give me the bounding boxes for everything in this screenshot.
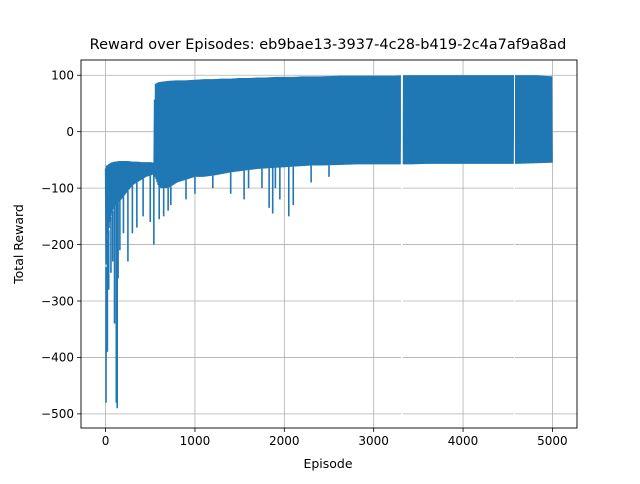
- x-tick-label: 2000: [269, 434, 300, 448]
- x-tick-label: 0: [102, 434, 110, 448]
- x-tick-label: 5000: [537, 434, 568, 448]
- chart-title: Reward over Episodes: eb9bae13-3937-4c28…: [90, 37, 567, 53]
- x-tick-label: 4000: [448, 434, 479, 448]
- y-tick-label: 100: [51, 69, 74, 83]
- data-layer: [104, 60, 553, 428]
- reward-series-line: [104, 75, 553, 265]
- y-tick-label: −500: [41, 407, 74, 421]
- x-tick-label: 1000: [180, 434, 211, 448]
- y-tick-label: −300: [41, 294, 74, 308]
- trace-gap: [400, 60, 403, 428]
- x-tick-label: 3000: [358, 434, 389, 448]
- plot-frame: [80, 59, 578, 429]
- x-axis-label: Episode: [303, 456, 352, 471]
- y-tick-label: −100: [41, 181, 74, 195]
- y-tick-label: 0: [66, 125, 74, 139]
- y-tick-label: −400: [41, 351, 74, 365]
- y-axis-label: Total Reward: [11, 204, 26, 285]
- trace-gap: [513, 60, 515, 428]
- axis-ticks: 0 1000 2000 3000 4000 5000−500−400−300−200−10…: [41, 69, 568, 448]
- y-tick-label: −200: [41, 238, 74, 252]
